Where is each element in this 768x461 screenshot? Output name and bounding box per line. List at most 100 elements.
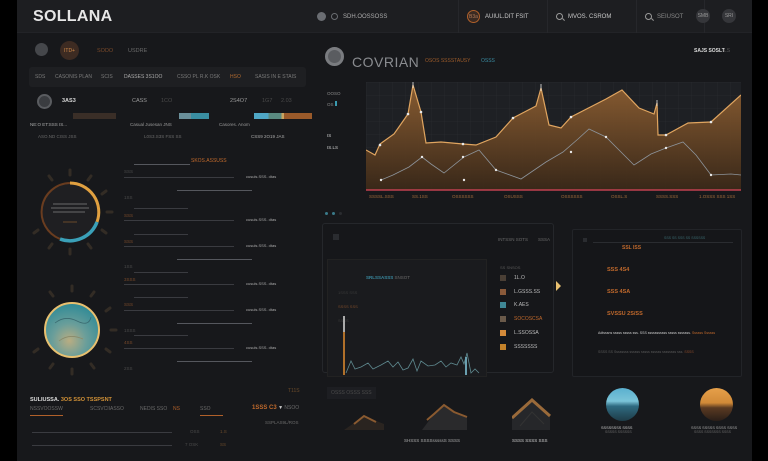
mini-chart-title-a: SRLSSASSS	[366, 275, 394, 280]
price-display[interactable]: 1SSS C3 ▼ NSOO	[252, 405, 299, 411]
list-item[interactable]: cusuls.SSS. dtas	[124, 173, 314, 183]
legend-item[interactable]: L.GSSS.SS	[500, 289, 540, 295]
asset-col-2: 1CO	[161, 98, 173, 104]
y-tick: OS	[327, 102, 334, 107]
list-item[interactable]: cusuls.SSS. dtas	[124, 280, 314, 290]
pager-dots[interactable]	[325, 212, 342, 215]
list-sub: cusuls.SSS. dtas	[246, 243, 277, 248]
list-item[interactable]: 3SSS	[124, 268, 314, 282]
x-tick: OSSL.S	[611, 194, 628, 199]
list-bar	[177, 361, 252, 362]
right-item[interactable]: SSS 4S4	[607, 267, 630, 273]
y-indicator	[334, 101, 337, 106]
legend-item[interactable]: SOCOSCSA	[500, 316, 542, 322]
nav-item-1[interactable]: SODO	[97, 48, 114, 54]
toolbar-button-1[interactable]: SMB	[696, 9, 710, 23]
list-sub: cusuls.SSS. dtas	[246, 281, 277, 286]
photo-sub: SSSSS SSSSSS	[605, 430, 632, 434]
list-item[interactable]: SSS	[124, 293, 314, 307]
legend-swatch	[500, 344, 506, 350]
legend-item[interactable]: 1L.O	[500, 275, 525, 281]
photo-card-1[interactable]: SSSSSSSS SSSS SSSSS SSSSSS	[601, 388, 656, 434]
list-item[interactable]: cusuls.SSS. dtas	[124, 242, 314, 252]
area-chart[interactable]	[366, 82, 741, 194]
filter-item[interactable]: DASSES 3S1OO	[124, 74, 163, 80]
nav-item-2[interactable]: USDRE	[128, 48, 148, 54]
filter-item[interactable]: SDS	[35, 74, 46, 80]
mountain-label: OSSS OSSS SSS	[327, 387, 376, 399]
footer-tab[interactable]: SSO	[200, 406, 223, 416]
list-item[interactable]: SSS	[124, 160, 314, 174]
list-item[interactable]: 1SS	[124, 186, 314, 200]
globe-icon[interactable]	[317, 12, 326, 21]
list-sub: cusuls.SSS. dtas	[246, 345, 277, 350]
search-field-1[interactable]: MVOS. CSROM	[556, 0, 611, 33]
nav-badge[interactable]: ITD+	[60, 41, 79, 60]
filter-item[interactable]: HSO	[230, 74, 241, 80]
mountain-caption: SSSS SSSS SSS	[512, 438, 548, 443]
dashboard-app: SOLLANA SDH.OOSSOSS B3a AUIUL.DIT FSIT M…	[17, 0, 752, 461]
clock-icon[interactable]	[331, 13, 338, 20]
list-bar	[177, 323, 252, 324]
bottom-row: OSSS OSSS SSS SHSSS SSSSsssssS SSSS SSSS…	[322, 380, 752, 461]
globe-widget	[25, 283, 119, 377]
pager-dot[interactable]	[332, 212, 335, 215]
list-bar	[177, 259, 252, 260]
list-item[interactable]: SSS	[124, 230, 314, 244]
right-panel: SSS SS SSS SS SSSSSS SSL ISS SSS 4S4 SSS…	[572, 229, 742, 377]
list-item[interactable]: SSS	[124, 204, 314, 218]
pager-dot[interactable]	[339, 212, 342, 215]
globe-icon[interactable]	[35, 43, 48, 56]
legend-item[interactable]: SSSSSSS	[500, 344, 537, 350]
paragraph-link[interactable]: Ssssss Ssssss	[691, 331, 716, 335]
list-item[interactable]: cusuls.SSS. dtas	[124, 216, 314, 226]
price-value: 1SSS C3	[252, 405, 277, 411]
right-item[interactable]: SSL ISS	[622, 245, 642, 251]
list-tick: SSS	[124, 302, 134, 307]
legend-label: L.SSOSSA	[514, 330, 539, 336]
footer-tab[interactable]: NS	[173, 406, 180, 412]
right-item[interactable]: SVSSU 2S/SS	[607, 311, 643, 317]
account-button[interactable]: B3a AUIUL.DIT FSIT	[467, 0, 529, 33]
footer-tab[interactable]: NSSVOOSSW	[30, 406, 63, 416]
legend-header: SS SNSOS	[500, 265, 521, 270]
paragraph-link[interactable]: SSSS	[684, 350, 694, 354]
photo-card-2[interactable]: SSSS SSSSS SSSS SSSS SSSS SSSSSSS SSSS	[691, 388, 750, 434]
search-field-2[interactable]: SEIUSOT	[645, 0, 683, 33]
list-bar	[134, 234, 188, 235]
mountain-icon	[344, 414, 384, 430]
list-item[interactable]: 1SS	[124, 255, 314, 269]
chevron-right-icon[interactable]	[556, 281, 561, 291]
mid-panel: INTSSN SOTS SSSA SRLSSASSS SNSOT 1SSS SS…	[322, 223, 554, 377]
footer-tab[interactable]: SCSVCIIASSO	[90, 406, 124, 412]
list-bar	[134, 335, 188, 336]
filter-item[interactable]: SCIS	[101, 74, 113, 80]
legend-item[interactable]: L.SSOSSA	[500, 330, 539, 336]
chart-tag[interactable]: OSSS	[481, 58, 495, 64]
gauge-ring	[25, 167, 115, 257]
progress-value: L0S3.S3S FSS SS	[144, 134, 182, 139]
filter-item[interactable]: SASIS IN E STAIS	[255, 74, 297, 80]
list-item[interactable]: 2SS	[124, 357, 314, 371]
list-sub: cusuls.SSS. dtas	[246, 307, 277, 312]
list-item[interactable]: cusuls.SSS. dtas	[124, 344, 314, 354]
right-item[interactable]: SSS 4SA	[607, 289, 631, 295]
progress-bar	[73, 113, 116, 119]
legend-label: L.GSSS.SS	[514, 289, 541, 295]
footer-tab[interactable]: NEDIS SSO	[140, 406, 168, 412]
caret-down-icon: ▼	[278, 405, 284, 411]
mountain-icon	[512, 398, 551, 430]
list-item[interactable]: 1SSS	[124, 319, 314, 333]
legend-item[interactable]: K.AES	[500, 302, 529, 308]
filter-item[interactable]: CSSO PL R.K OSK	[177, 74, 221, 80]
list-item[interactable]: 4SS	[124, 331, 314, 345]
pager-dot[interactable]	[325, 212, 328, 215]
list-bar	[177, 190, 252, 191]
coin-icon	[325, 47, 344, 66]
toolbar-button-2[interactable]: SRI	[722, 9, 736, 23]
mini-chart[interactable]: SRLSSASSS SNSOT 1SSS SSS SSSS SSS SSSS	[327, 259, 487, 377]
list-item[interactable]: cusuls.SSS. dtas	[124, 306, 314, 316]
filter-item[interactable]: CASONIS PLAN	[55, 74, 92, 80]
search-icon	[645, 13, 652, 20]
footer-row-num: 1.S	[220, 429, 227, 434]
